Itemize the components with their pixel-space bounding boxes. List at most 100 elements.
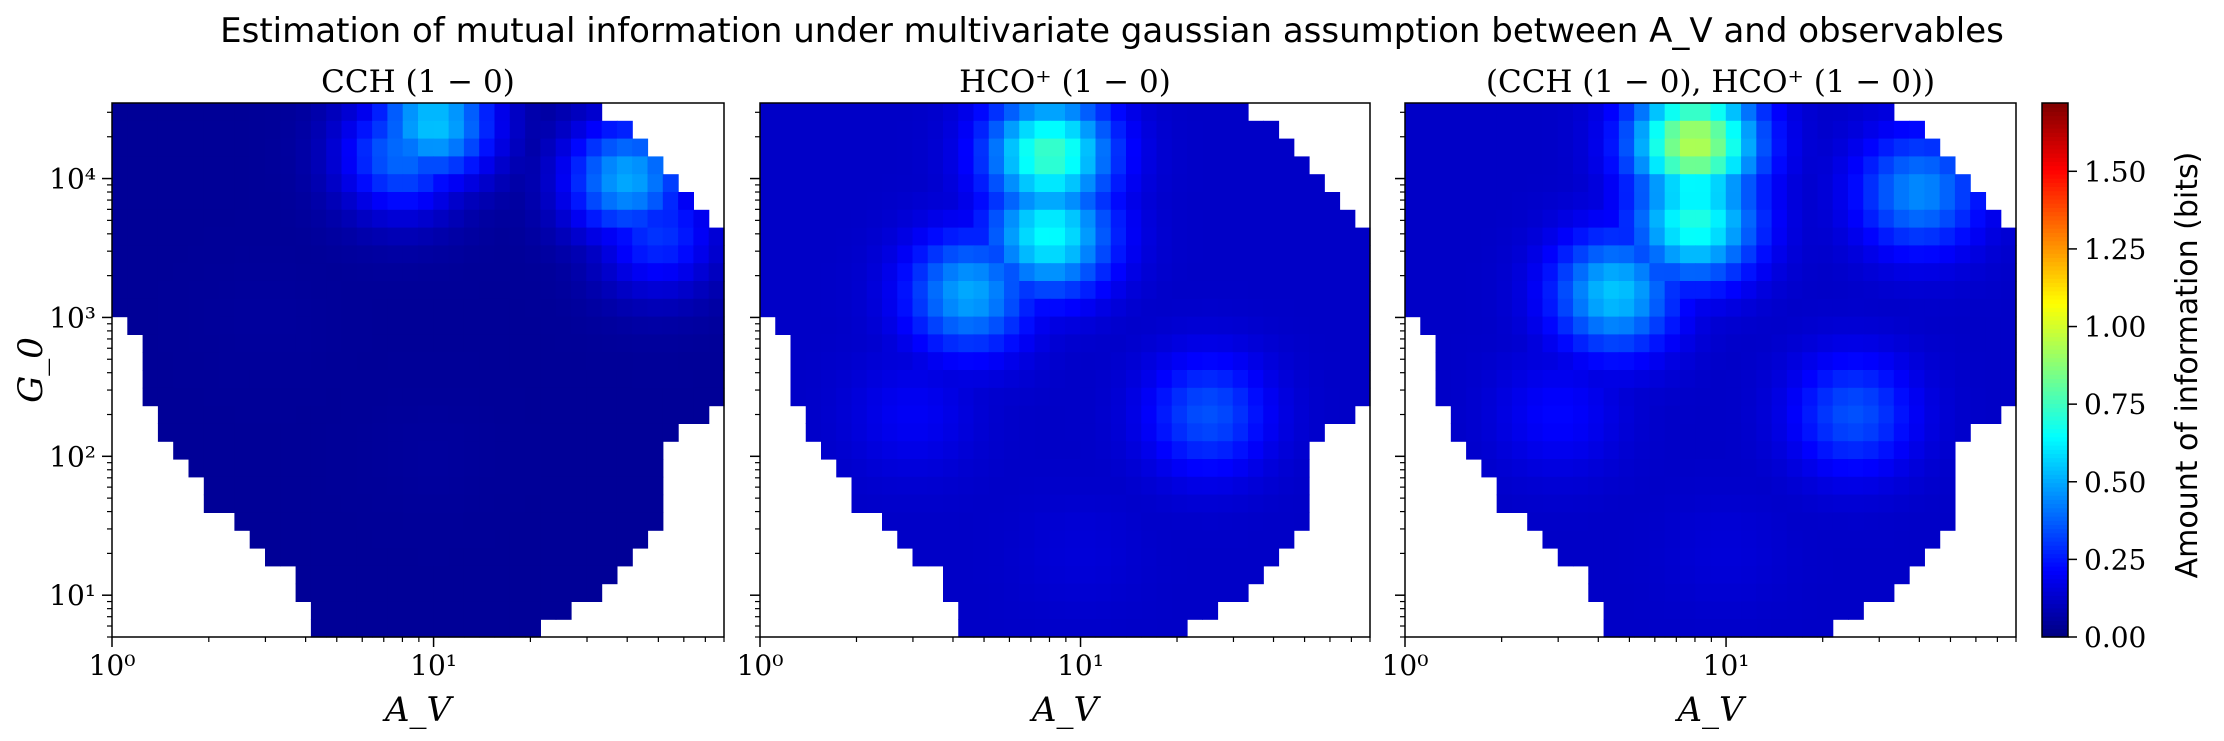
heatmap-cell: [616, 174, 633, 193]
heatmap-cell: [1278, 530, 1295, 549]
heatmap-cell: [555, 494, 572, 513]
heatmap-cell: [1618, 441, 1635, 460]
heatmap-cell: [1420, 192, 1437, 211]
heatmap-cell: [1126, 583, 1142, 602]
heatmap-cell: [1496, 298, 1513, 318]
colorbar-segment: [2042, 549, 2068, 555]
heatmap-cell: [821, 352, 837, 371]
heatmap-cell: [1909, 138, 1925, 157]
heatmap-cell: [219, 423, 235, 442]
heatmap-cell: [647, 441, 664, 460]
heatmap-cell: [1339, 387, 1356, 407]
heatmap-cell: [1481, 103, 1498, 122]
heatmap-cell: [882, 441, 898, 460]
heatmap-cell: [988, 103, 1005, 122]
heatmap-cell: [586, 512, 603, 531]
heatmap-cell: [1924, 209, 1941, 229]
heatmap-cell: [1156, 370, 1173, 389]
heatmap-cell: [1573, 476, 1589, 496]
heatmap-cell: [927, 120, 944, 140]
heatmap-cell: [1649, 298, 1666, 318]
panel-title: HCO⁺ (1 − 0): [959, 64, 1171, 100]
heatmap-cell: [1141, 316, 1158, 335]
heatmap-cell: [1679, 281, 1696, 300]
heatmap-cell: [540, 583, 557, 602]
heatmap-cell: [280, 548, 297, 567]
heatmap-cell: [1080, 459, 1097, 478]
heatmap-cell: [678, 192, 694, 211]
heatmap-cell: [112, 192, 128, 211]
heatmap-cell: [1847, 316, 1864, 335]
heatmap-cell: [1095, 174, 1112, 193]
figure-title: Estimation of mutual information under m…: [220, 11, 2004, 51]
heatmap-cell: [943, 494, 959, 513]
heatmap-cell: [280, 334, 297, 353]
heatmap-cell: [295, 352, 312, 371]
heatmap-cell: [1909, 459, 1925, 478]
heatmap-cell: [525, 459, 541, 478]
heatmap-cell: [1786, 619, 1803, 638]
heatmap-cell: [1893, 459, 1910, 478]
colorbar-segment: [2042, 586, 2068, 592]
heatmap-cell: [1202, 316, 1219, 335]
heatmap-cell: [1248, 263, 1264, 282]
heatmap-cell: [1786, 565, 1803, 585]
heatmap-cell: [1141, 192, 1158, 211]
heatmap-cell: [1110, 565, 1127, 585]
heatmap-cell: [1217, 227, 1234, 246]
heatmap-cell: [1649, 138, 1666, 157]
heatmap-cell: [1618, 174, 1635, 193]
heatmap-cell: [509, 103, 526, 122]
heatmap-cell: [1649, 227, 1666, 246]
heatmap-cell: [1126, 192, 1142, 211]
heatmap-cell: [433, 441, 450, 460]
heatmap-cell: [555, 316, 572, 335]
colorbar-tick-label: 1.00: [2084, 311, 2146, 344]
heatmap-cell: [448, 316, 465, 335]
heatmap-cell: [1802, 174, 1819, 193]
colorbar-segment: [2042, 528, 2068, 534]
heatmap-cell: [1725, 619, 1742, 638]
heatmap-cell: [310, 156, 327, 175]
heatmap-cell: [555, 209, 572, 229]
colorbar-segment: [2042, 236, 2068, 242]
heatmap-cell: [2000, 263, 2017, 282]
heatmap-cell: [1603, 192, 1620, 211]
heatmap-cell: [555, 263, 572, 282]
heatmap-cell: [1603, 120, 1620, 140]
heatmap-cell: [647, 209, 664, 229]
heatmap-cell: [927, 103, 944, 122]
heatmap-cell: [219, 459, 235, 478]
heatmap-cell: [1248, 370, 1264, 389]
heatmap-cell: [1832, 156, 1849, 175]
colorbar-segment: [2042, 482, 2068, 488]
heatmap-cell: [1248, 476, 1264, 496]
heatmap-cell: [882, 494, 898, 513]
heatmap-cell: [2000, 387, 2017, 407]
heatmap-cell: [219, 103, 235, 122]
heatmap-cell: [1893, 476, 1910, 496]
heatmap-cell: [387, 530, 404, 549]
heatmap-cell: [494, 423, 511, 442]
heatmap-cell: [494, 227, 511, 246]
heatmap-cell: [1202, 192, 1219, 211]
heatmap-cell: [1954, 423, 1971, 442]
heatmap-cell: [1049, 548, 1066, 567]
heatmap-cell: [1232, 370, 1249, 389]
heatmap-cell: [1909, 423, 1925, 442]
heatmap-cell: [1110, 192, 1127, 211]
heatmap-cell: [1171, 245, 1188, 264]
heatmap-cell: [1863, 174, 1880, 193]
heatmap-cell: [127, 103, 144, 122]
heatmap-cell: [479, 263, 496, 282]
heatmap-cell: [1232, 423, 1249, 442]
heatmap-cell: [341, 138, 358, 157]
heatmap-cell: [1786, 352, 1803, 371]
colorbar-segment: [2042, 361, 2068, 367]
heatmap-cell: [1095, 459, 1112, 478]
heatmap-cell: [1248, 156, 1264, 175]
heatmap-cell: [882, 227, 898, 246]
heatmap-cell: [1649, 619, 1666, 638]
heatmap-cell: [1573, 120, 1589, 140]
heatmap-cell: [249, 370, 266, 389]
